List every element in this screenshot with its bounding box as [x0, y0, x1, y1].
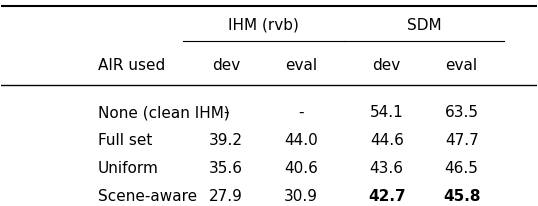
Text: 27.9: 27.9: [209, 189, 243, 204]
Text: 45.8: 45.8: [443, 189, 480, 204]
Text: 30.9: 30.9: [284, 189, 318, 204]
Text: None (clean IHM): None (clean IHM): [98, 105, 230, 120]
Text: dev: dev: [212, 57, 240, 73]
Text: Scene-aware: Scene-aware: [98, 189, 197, 204]
Text: 43.6: 43.6: [370, 161, 404, 176]
Text: IHM (rvb): IHM (rvb): [228, 18, 299, 33]
Text: eval: eval: [445, 57, 478, 73]
Text: 42.7: 42.7: [368, 189, 406, 204]
Text: 39.2: 39.2: [209, 133, 243, 148]
Text: 63.5: 63.5: [445, 105, 479, 120]
Text: Uniform: Uniform: [98, 161, 159, 176]
Text: -: -: [223, 105, 229, 120]
Text: 44.0: 44.0: [284, 133, 318, 148]
Text: Full set: Full set: [98, 133, 152, 148]
Text: SDM: SDM: [407, 18, 442, 33]
Text: AIR used: AIR used: [98, 57, 165, 73]
Text: 40.6: 40.6: [284, 161, 318, 176]
Text: 54.1: 54.1: [370, 105, 404, 120]
Text: eval: eval: [285, 57, 317, 73]
Text: 47.7: 47.7: [445, 133, 479, 148]
Text: -: -: [299, 105, 304, 120]
Text: 35.6: 35.6: [209, 161, 243, 176]
Text: 46.5: 46.5: [445, 161, 479, 176]
Text: dev: dev: [373, 57, 401, 73]
Text: 44.6: 44.6: [370, 133, 404, 148]
